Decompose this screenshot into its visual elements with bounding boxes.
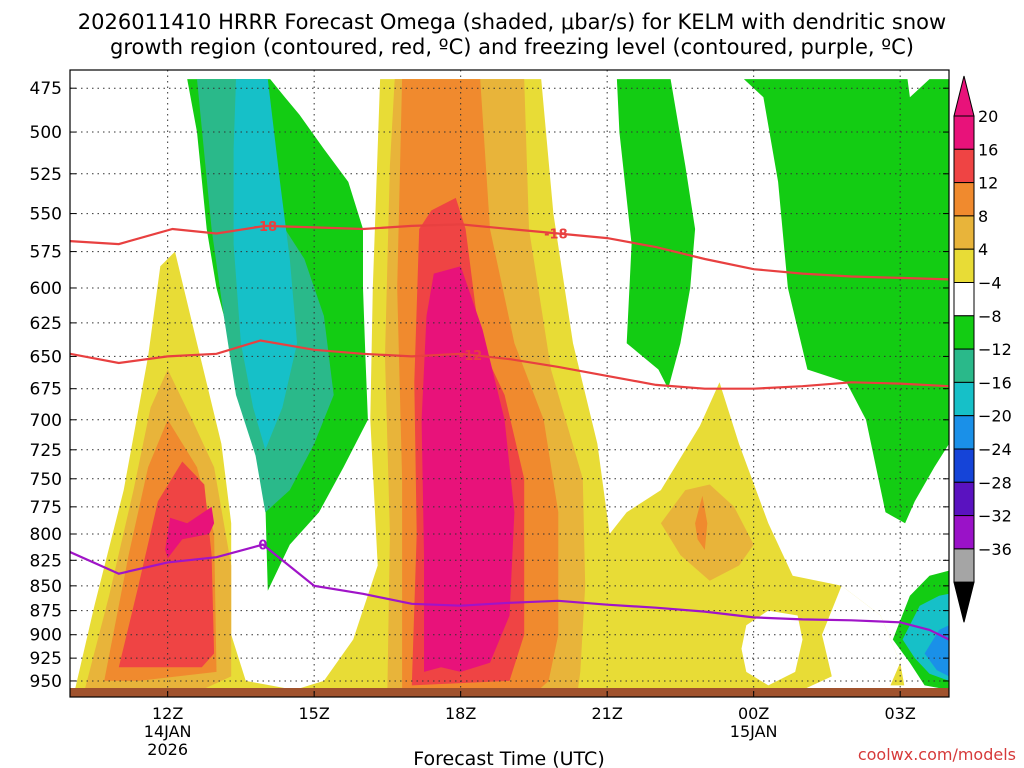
x-tick-date: 15JAN — [730, 722, 778, 741]
y-tick-label: 625 — [30, 314, 62, 334]
y-tick-label: 925 — [30, 649, 62, 669]
y-tick-label: 725 — [30, 441, 62, 461]
y-tick-label: 600 — [30, 279, 62, 299]
omega-region — [660, 484, 754, 581]
omega-region — [70, 585, 949, 697]
colorbar-label: −32 — [978, 507, 1012, 526]
contour-label: 0 — [258, 539, 267, 554]
y-tick-label: 850 — [30, 577, 62, 597]
y-tick-label: 700 — [30, 411, 62, 431]
colorbar-swatch — [953, 215, 975, 250]
contour-label: -12 — [459, 349, 483, 364]
colorbar-label: −12 — [978, 340, 1012, 359]
grid-lines — [70, 70, 949, 697]
y-tick-label: 525 — [30, 165, 62, 185]
contour-line — [70, 223, 949, 281]
y-tick-label: 550 — [30, 205, 62, 225]
x-tick-label: 00Z — [738, 704, 769, 723]
omega-colorbar: 20 16 12 8 4 −4 −8 −12 −16 −20 −24 −28 −32 −36 — [953, 75, 1012, 623]
omega-region — [924, 625, 949, 677]
colorbar-label: 12 — [978, 174, 998, 193]
colorbar-swatch — [953, 381, 975, 417]
y-tick-label: 900 — [30, 626, 62, 646]
plot-frame — [69, 69, 950, 698]
omega-region — [741, 610, 803, 686]
contour-label: -18 — [254, 220, 278, 235]
colorbar-swatch — [953, 448, 975, 483]
colorbar-swatch — [953, 282, 975, 317]
omega-region — [233, 79, 298, 450]
y-tick-label: 675 — [30, 380, 62, 400]
y-tick-label: 650 — [30, 347, 62, 367]
colorbar-swatch — [953, 315, 975, 350]
credit-text: coolwx.com/models — [858, 745, 1016, 764]
chart-title-line1: 2026011410 HRRR Forecast Omega (shaded, … — [78, 10, 946, 34]
colorbar-swatch — [953, 481, 975, 517]
colorbar-label: 16 — [978, 140, 998, 159]
y-tick-label: 950 — [30, 672, 62, 692]
omega-region — [165, 506, 215, 559]
colorbar-swatch — [953, 415, 975, 450]
colorbar-label: −28 — [978, 473, 1012, 492]
x-tick-label: 21Z — [592, 704, 623, 723]
colorbar-bottom-arrow — [953, 581, 975, 623]
omega-shading — [70, 70, 949, 697]
contour-label: -18 — [544, 227, 568, 242]
y-tick-label: 775 — [30, 498, 62, 518]
x-tick-label: 12Z — [152, 704, 183, 723]
omega-region — [421, 266, 515, 672]
x-tick-label: 03Z — [885, 704, 916, 723]
y-tick-label: 500 — [30, 123, 62, 143]
y-tick-label: 750 — [30, 470, 62, 490]
y-tick-label: 575 — [30, 243, 62, 263]
x-axis-label: Forecast Time (UTC) — [413, 748, 604, 768]
chart-title-line2: growth region (contoured, red, ºC) and f… — [110, 35, 914, 59]
colorbar-label: −36 — [978, 540, 1012, 559]
colorbar-swatch — [953, 148, 975, 184]
colorbar-label: −16 — [978, 373, 1012, 392]
colorbar-swatch — [953, 248, 975, 283]
colorbar-label: −20 — [978, 407, 1012, 426]
colorbar-label: 20 — [978, 107, 998, 126]
y-tick-label: 475 — [30, 79, 62, 99]
omega-region — [616, 79, 696, 389]
x-tick-date: 14JAN — [144, 722, 192, 741]
x-tick-label: 15Z — [299, 704, 330, 723]
colorbar-top-arrow — [953, 75, 975, 117]
colorbar-label: −24 — [978, 440, 1012, 459]
y-tick-label: 875 — [30, 602, 62, 622]
colorbar-label: 8 — [978, 207, 988, 226]
x-tick-label: 18Z — [445, 704, 476, 723]
x-tick-year: 2026 — [147, 740, 188, 759]
colorbar-swatch — [953, 115, 975, 150]
omega-region — [743, 79, 949, 524]
colorbar-label: −8 — [978, 307, 1002, 326]
contour-line — [70, 543, 949, 641]
colorbar-label: 4 — [978, 240, 988, 259]
colorbar-swatch — [953, 348, 975, 383]
ground-strip — [70, 688, 949, 697]
pressure-axis: 475 500 525 550 575 600 625 650 675 700 725 750 775 8… — [30, 79, 949, 692]
colorbar-swatch — [953, 548, 975, 583]
colorbar-swatch — [953, 515, 975, 550]
omega-region — [118, 461, 215, 668]
y-tick-label: 825 — [30, 551, 62, 571]
omega-region — [695, 495, 708, 550]
y-tick-label: 800 — [30, 525, 62, 545]
colorbar-label: −4 — [978, 274, 1002, 293]
temperature-contours: -18 -18 -12 0 — [70, 220, 949, 641]
contour-line — [70, 339, 949, 390]
colorbar-swatch — [953, 182, 975, 217]
